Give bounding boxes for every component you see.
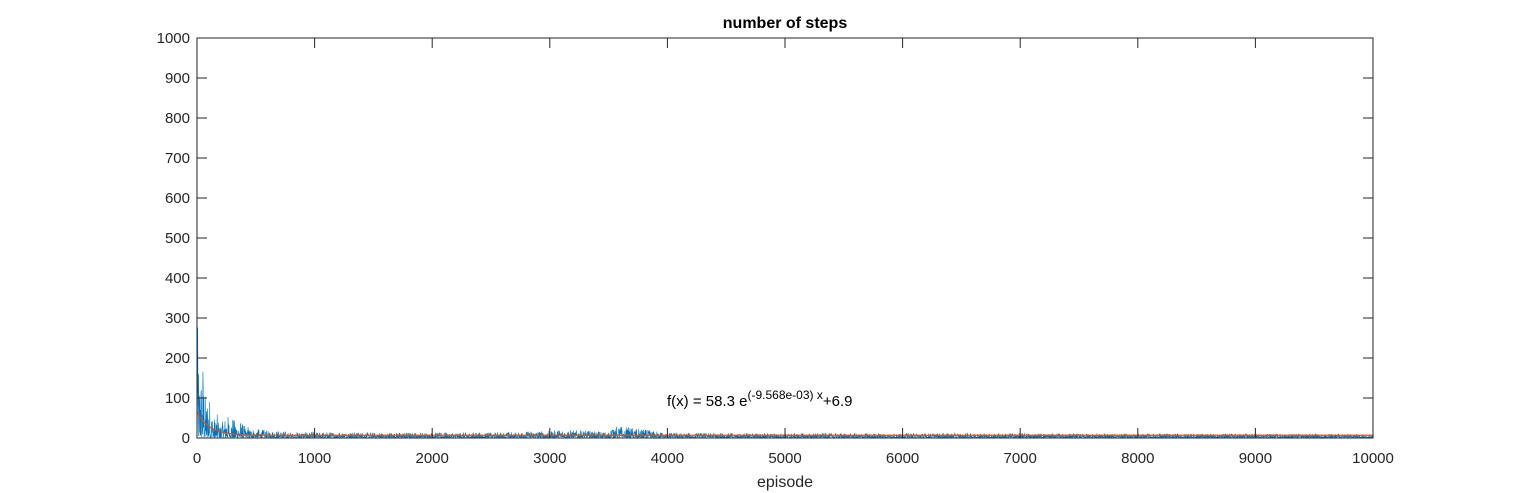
x-axis-label: episode [757, 474, 813, 491]
y-tick-label: 200 [165, 350, 190, 367]
fit-annotation: f(x) = 58.3 e(-9.568e-03) x+6.9 [667, 388, 852, 410]
x-tick-label: 6000 [886, 450, 919, 467]
fit-annotation-prefix: f(x) = 58.3 e [667, 393, 747, 410]
y-tick-label: 1000 [157, 30, 190, 47]
y-tick-labels: 0 100 200 300 400 500 600 700 800 900 1000 [157, 30, 190, 447]
y-tick-label: 100 [165, 390, 190, 407]
y-tick-label: 700 [165, 150, 190, 167]
y-tick-label: 0 [182, 430, 190, 447]
x-tick-label: 5000 [768, 450, 801, 467]
x-tick-labels: 0 1000 2000 3000 4000 5000 6000 7000 8000 9000 100… [193, 450, 1394, 467]
y-tick-label: 300 [165, 310, 190, 327]
x-tick-label: 10000 [1352, 450, 1394, 467]
x-tick-label: 0 [193, 450, 201, 467]
x-tick-label: 9000 [1239, 450, 1272, 467]
y-tick-label: 400 [165, 270, 190, 287]
x-tick-label: 7000 [1004, 450, 1037, 467]
fit-annotation-exponent: (-9.568e-03) x [747, 388, 822, 402]
y-tick-label: 500 [165, 230, 190, 247]
fit-annotation-suffix: +6.9 [823, 393, 853, 410]
y-tick-label: 600 [165, 190, 190, 207]
chart-title: number of steps [723, 15, 848, 32]
y-tick-label: 800 [165, 110, 190, 127]
x-tick-label: 1000 [298, 450, 331, 467]
x-tick-label: 2000 [416, 450, 449, 467]
x-tick-label: 3000 [533, 450, 566, 467]
plot-area-background [197, 38, 1373, 438]
x-tick-label: 4000 [651, 450, 684, 467]
x-tick-label: 8000 [1121, 450, 1154, 467]
plot-frame [196, 37, 1374, 439]
y-tick-label: 900 [165, 70, 190, 87]
